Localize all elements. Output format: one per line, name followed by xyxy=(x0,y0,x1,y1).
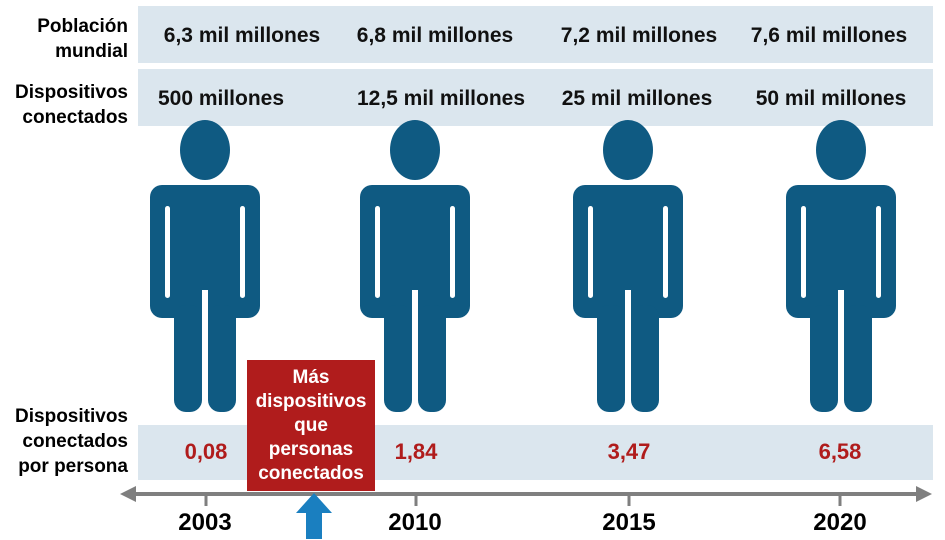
devices-band xyxy=(138,69,933,126)
population-row-label: Población mundial xyxy=(37,14,128,64)
devices-row-label: Dispositivos conectados xyxy=(15,80,128,130)
devices-value-2010: 12,5 mil millones xyxy=(356,87,526,110)
year-label-2010: 2010 xyxy=(388,509,442,536)
ratio-value-2015: 3,47 xyxy=(607,439,651,464)
person-icon xyxy=(573,120,683,415)
callout-box: Más dispositivos que personas conectados xyxy=(247,360,375,491)
population-label-line: Población xyxy=(37,16,128,37)
year-label-2020: 2020 xyxy=(813,509,867,536)
person-icon xyxy=(150,120,260,415)
devices-value-2003: 500 millones xyxy=(157,87,285,110)
arrow-up-icon xyxy=(296,493,332,539)
population-value-2020: 7,6 mil millones xyxy=(750,24,908,47)
population-label-line: mundial xyxy=(55,41,128,62)
ratio-value-2010: 1,84 xyxy=(394,439,438,464)
ratio-label-line: por persona xyxy=(18,456,128,477)
axis-left-arrowhead xyxy=(120,486,136,502)
timeline-axis xyxy=(120,486,932,506)
devices-value-2020: 50 mil millones xyxy=(755,87,907,110)
population-value-2015: 7,2 mil millones xyxy=(560,24,718,47)
devices-label-line: conectados xyxy=(22,107,128,128)
person-icon xyxy=(786,120,896,415)
ratio-value-2003: 0,08 xyxy=(184,439,228,464)
callout-line: dispositivos xyxy=(255,391,367,412)
callout-line: que xyxy=(294,415,328,436)
year-label-2015: 2015 xyxy=(602,509,656,536)
devices-value-2015: 25 mil millones xyxy=(561,87,713,110)
devices-label-line: Dispositivos xyxy=(15,82,128,103)
callout-line: conectados xyxy=(258,463,364,484)
person-icon xyxy=(360,120,470,415)
population-value-2003: 6,3 mil millones xyxy=(163,24,321,47)
ratio-value-2020: 6,58 xyxy=(818,439,862,464)
axis-right-arrowhead xyxy=(916,486,932,502)
callout-line: personas xyxy=(268,439,354,460)
population-value-2010: 6,8 mil millones xyxy=(356,24,514,47)
ratio-row-label: Dispositivos conectados por persona xyxy=(15,404,128,479)
year-label-2003: 2003 xyxy=(178,509,232,536)
ratio-label-line: Dispositivos xyxy=(15,406,128,427)
ratio-label-line: conectados xyxy=(22,431,128,452)
population-band xyxy=(138,6,933,63)
callout-line: Más xyxy=(292,367,330,388)
